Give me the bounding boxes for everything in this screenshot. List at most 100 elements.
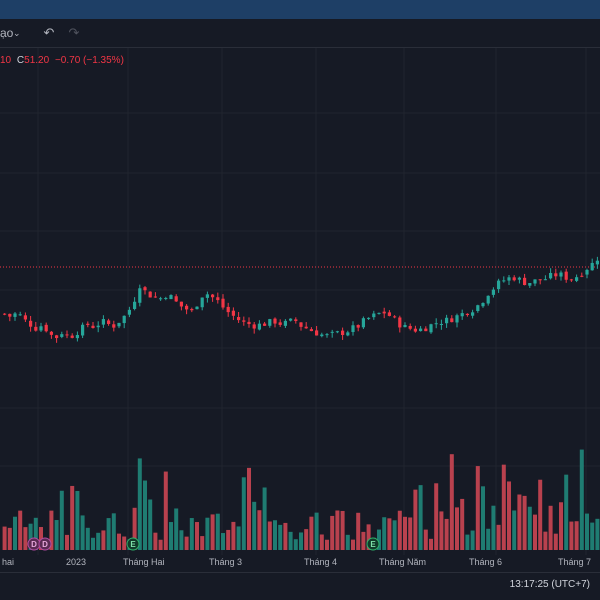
time-axis[interactable]: hai 2023 Tháng Hai Tháng 3 Tháng 4 Tháng… bbox=[0, 555, 600, 571]
volume-bar bbox=[132, 507, 137, 550]
volume-bar bbox=[137, 458, 142, 550]
volume-bar bbox=[283, 522, 288, 550]
candle-body bbox=[216, 297, 220, 301]
candle-body bbox=[471, 312, 475, 316]
candle-body bbox=[543, 279, 547, 281]
candle-body bbox=[481, 303, 485, 307]
window-title-bar bbox=[0, 0, 600, 19]
volume-bar bbox=[54, 520, 59, 550]
volume-bar bbox=[267, 521, 272, 550]
volume-bar bbox=[221, 533, 225, 550]
candle-body bbox=[330, 331, 334, 333]
time-axis-label: Tháng 3 bbox=[209, 557, 243, 567]
candle-body bbox=[81, 324, 85, 336]
candle-body bbox=[393, 316, 397, 318]
volume-bar bbox=[174, 508, 179, 550]
volume-bar bbox=[70, 485, 75, 550]
volume-bar bbox=[351, 539, 355, 550]
candle-body bbox=[356, 325, 360, 328]
volume-bar bbox=[28, 523, 33, 550]
candle-body bbox=[263, 323, 267, 326]
volume-bar bbox=[413, 489, 418, 550]
candle-body bbox=[34, 326, 38, 331]
candle-body bbox=[533, 279, 537, 284]
candle-body bbox=[200, 297, 204, 308]
candle-body bbox=[559, 272, 563, 277]
candle-body bbox=[398, 317, 402, 328]
time-axis-label: hai bbox=[2, 557, 15, 567]
candle-body bbox=[143, 287, 147, 291]
volume-bar bbox=[184, 536, 189, 550]
volume-bar bbox=[590, 522, 595, 550]
volume-bar bbox=[522, 495, 527, 550]
candle-body bbox=[450, 318, 454, 323]
volume-bar bbox=[65, 534, 69, 550]
event-marker-letter: D bbox=[31, 540, 37, 549]
candle-body bbox=[585, 269, 589, 275]
legend-change: −0.70 bbox=[54, 55, 81, 66]
volume-bar bbox=[169, 522, 173, 550]
time-axis-label: Tháng Hai bbox=[123, 557, 165, 567]
volume-bar bbox=[449, 454, 454, 550]
candle-body bbox=[247, 321, 251, 325]
volume-bar bbox=[553, 533, 558, 550]
volume-bar bbox=[163, 471, 168, 550]
symbol-name[interactable]: ạo bbox=[0, 26, 14, 40]
volume-bar bbox=[210, 514, 215, 550]
candle-body bbox=[382, 311, 386, 314]
event-marker-letter: E bbox=[370, 540, 376, 549]
candle-body bbox=[205, 294, 209, 298]
event-marker-icon[interactable] bbox=[366, 537, 380, 551]
undo-icon[interactable]: ↶ bbox=[43, 25, 55, 40]
candle-body bbox=[13, 313, 17, 317]
candle-body bbox=[8, 313, 12, 317]
candle-body bbox=[242, 320, 246, 322]
candle-body bbox=[273, 318, 277, 324]
volume-bar bbox=[569, 521, 574, 550]
volume-bar bbox=[543, 531, 548, 550]
volume-bar bbox=[299, 532, 303, 550]
redo-icon[interactable]: ↷ bbox=[68, 25, 80, 40]
candle-body bbox=[590, 262, 594, 271]
volume-bar bbox=[101, 530, 106, 550]
time-axis-label: Tháng Năm bbox=[379, 557, 427, 567]
candle-body bbox=[18, 314, 22, 316]
candle-body bbox=[190, 309, 194, 311]
volume-bar bbox=[501, 464, 506, 550]
clock-timezone[interactable]: 13:17:25 (UTC+7) bbox=[509, 579, 590, 590]
candle-body bbox=[564, 271, 568, 280]
candle-body bbox=[341, 330, 345, 335]
candle-body bbox=[164, 298, 168, 300]
volume-bar bbox=[314, 512, 319, 550]
candle-body bbox=[502, 280, 506, 282]
time-axis-label: 2023 bbox=[66, 557, 87, 567]
event-marker-icon[interactable] bbox=[126, 537, 140, 551]
event-marker-icon[interactable] bbox=[38, 537, 52, 551]
candle-body bbox=[195, 306, 199, 310]
volume-bar bbox=[189, 518, 194, 550]
candle-body bbox=[523, 277, 527, 286]
candle-body bbox=[429, 324, 433, 333]
volume-bar bbox=[262, 487, 267, 550]
candle-body bbox=[96, 325, 100, 328]
candle-body bbox=[289, 318, 293, 321]
volume-bar bbox=[564, 474, 569, 550]
volume-bar bbox=[392, 520, 397, 550]
volume-bar bbox=[158, 539, 163, 550]
candle-body bbox=[221, 298, 225, 308]
volume-bar bbox=[80, 515, 85, 550]
candle-body bbox=[377, 312, 381, 314]
event-marker-letter: E bbox=[130, 540, 136, 549]
volume-bar bbox=[23, 527, 28, 550]
volume-bar bbox=[408, 517, 413, 550]
volume-bar bbox=[377, 529, 381, 550]
time-axis-label: Tháng 7 bbox=[558, 557, 592, 567]
volume-bar bbox=[559, 502, 563, 550]
candle-body bbox=[309, 329, 313, 332]
candle-body bbox=[55, 335, 59, 339]
candle-body bbox=[346, 332, 350, 336]
candle-body bbox=[372, 313, 376, 318]
chevron-down-icon[interactable]: ⌄ bbox=[13, 28, 21, 38]
candle-body bbox=[465, 313, 469, 316]
